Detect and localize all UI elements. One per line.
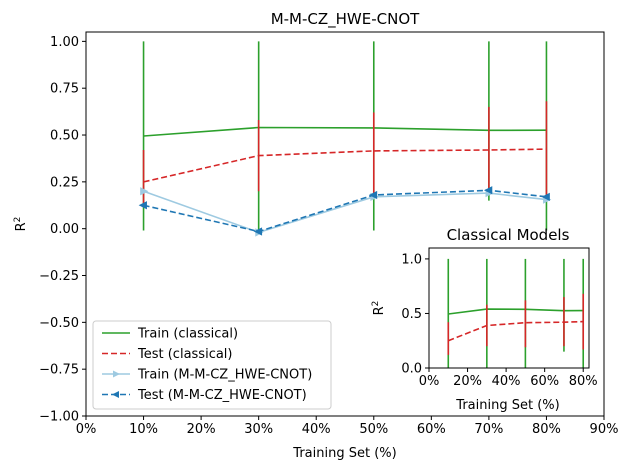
main-x-tick-label: 90% — [590, 422, 619, 437]
inset-plot-content — [447, 258, 585, 368]
inset-x-tick-label: 20% — [453, 374, 482, 389]
main-series-3 — [138, 186, 550, 236]
inset-y-axis-label-sup: 2 — [371, 301, 381, 307]
legend: Train (classical) Test (classical) Train (… — [92, 320, 332, 410]
inset-x-tick-label: 40% — [492, 374, 521, 389]
inset-ticks: 0% 20% 40% 60% 80% 0.0 0.5 1.0 — [401, 252, 597, 389]
main-y-tick-label: 0.00 — [50, 222, 79, 237]
main-y-tick-label: −0.25 — [39, 269, 79, 284]
main-y-axis-label-base: R — [14, 222, 29, 231]
main-y-tick-label: 1.00 — [50, 35, 79, 50]
inset-series-line — [448, 320, 584, 342]
main-data-point — [368, 190, 378, 200]
main-data-point — [138, 201, 147, 210]
main-y-tick-label: −1.00 — [39, 410, 79, 425]
main-y-tick-label: 0.75 — [50, 82, 79, 97]
main-data-point — [483, 186, 493, 195]
inset-y-tick-label: 0.5 — [401, 307, 422, 322]
legend-frame — [92, 320, 332, 410]
main-plot-frame — [85, 31, 605, 417]
main-series-1 — [142, 101, 548, 205]
inset-x-axis-label: Training Set (%) — [455, 398, 559, 413]
inset-series-1 — [447, 293, 585, 355]
main-x-tick-label: 0% — [76, 422, 97, 437]
inset-y-tick-label: 0.0 — [401, 362, 422, 377]
main-data-point — [541, 192, 550, 201]
inset-chart-title: Classical Models — [447, 226, 570, 244]
inset-y-axis-label: R2 — [371, 301, 387, 316]
main-y-axis-label: R2 — [13, 217, 29, 232]
legend-label-2: Train (M-M-CZ_HWE-CNOT) — [137, 368, 312, 383]
inset-x-tick-label: 80% — [569, 374, 598, 389]
main-x-tick-label: 80% — [532, 422, 561, 437]
inset-background — [391, 248, 589, 368]
inset-chart: 0% 20% 40% 60% 80% 0.0 0.5 1.0 Classical Models… — [371, 226, 598, 413]
main-plot-content — [138, 41, 552, 237]
legend-marker-3 — [112, 391, 119, 398]
legend-marker-2 — [113, 370, 120, 378]
main-x-tick-label: 30% — [244, 422, 273, 437]
inset-plot-frame — [428, 247, 590, 369]
legend-label-1: Test (classical) — [137, 347, 233, 362]
main-data-point — [140, 187, 149, 196]
main-y-tick-label: 0.50 — [50, 129, 79, 144]
main-x-tick-label: 20% — [187, 422, 216, 437]
inset-x-tick-label: 0% — [419, 374, 440, 389]
main-y-tick-label: −0.75 — [39, 363, 79, 378]
main-chart: 0% 10% 20% 30% 40% 50% 60% 70% 80% 90%−1.00−0.75−… — [13, 10, 618, 461]
main-y-axis-label-sup: 2 — [13, 217, 23, 223]
inset-x-tick-label: 60% — [530, 374, 559, 389]
main-x-tick-label: 40% — [302, 422, 331, 437]
main-y-tick-label: 0.25 — [50, 175, 79, 190]
main-ticks: 0% 10% 20% 30% 40% 50% 60% 70% 80% 90%−1.00−0.75−… — [39, 35, 618, 437]
legend-label-0: Train (classical) — [137, 327, 238, 342]
inset-y-tick-label: 1.0 — [401, 252, 422, 267]
legend-label-3: Test (M-M-CZ_HWE-CNOT) — [137, 388, 307, 403]
main-chart-title: M-M-CZ_HWE-CNOT — [271, 10, 420, 29]
main-x-tick-label: 70% — [474, 422, 503, 437]
main-y-tick-label: −0.50 — [39, 316, 79, 331]
main-data-point — [253, 227, 263, 236]
inset-y-axis-label-base: R — [372, 306, 387, 315]
main-x-axis-label: Training Set (%) — [292, 446, 396, 461]
main-x-tick-label: 10% — [129, 422, 158, 437]
main-x-tick-label: 60% — [417, 422, 446, 437]
main-x-tick-label: 50% — [359, 422, 388, 437]
